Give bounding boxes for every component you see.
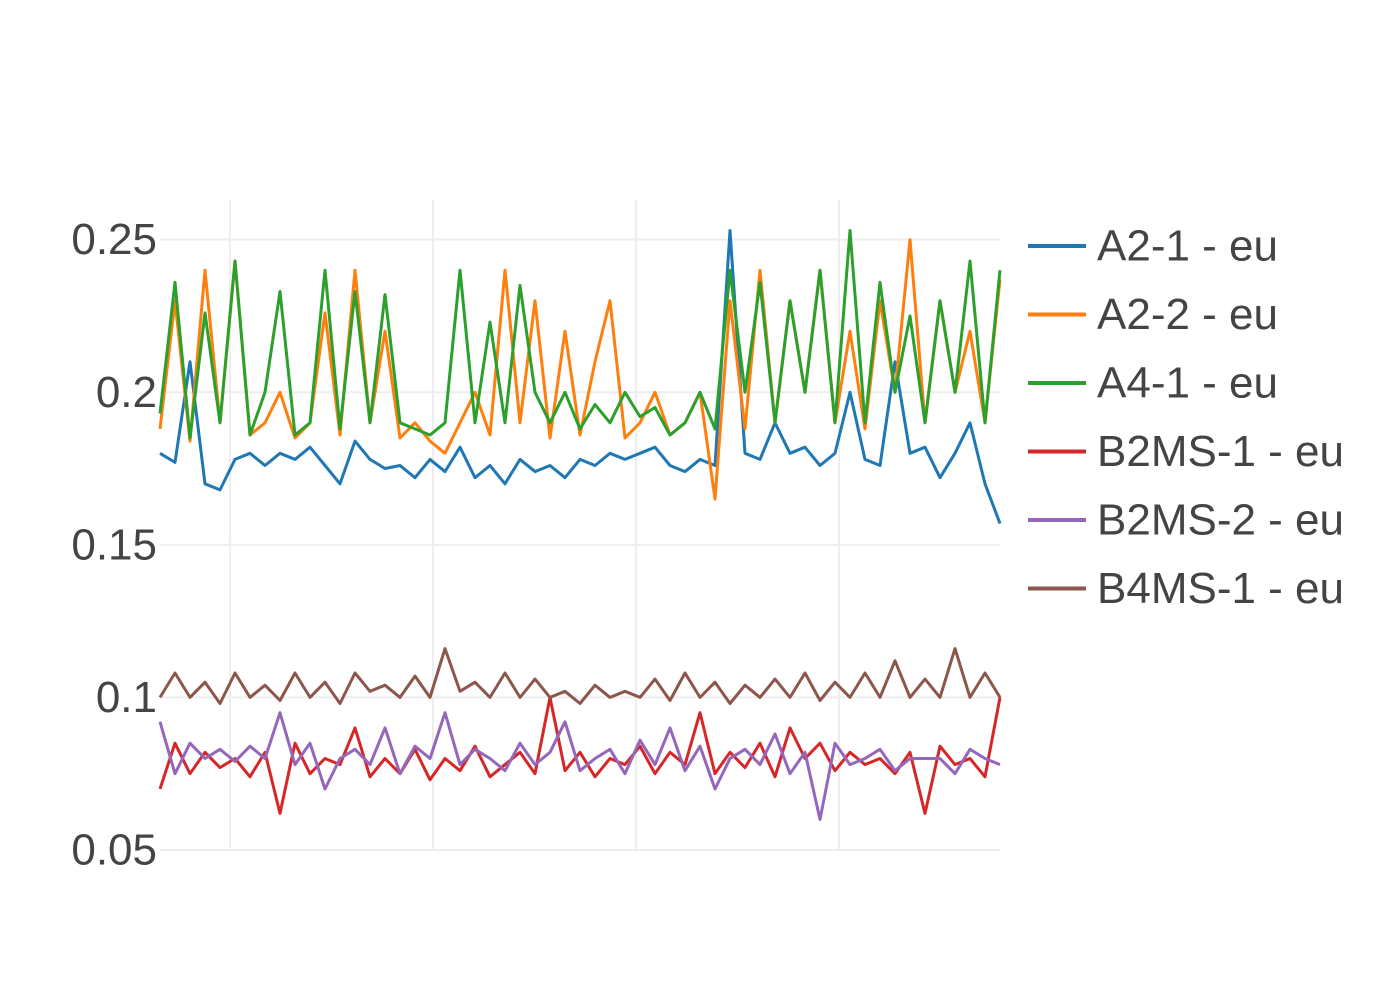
legend-item: B2MS-2 - eu — [1028, 496, 1344, 545]
legend-label: A2-2 - eu — [1097, 290, 1278, 339]
legend-label: B2MS-1 - eu — [1097, 427, 1344, 476]
plot-area — [158, 229, 1002, 821]
legend-label: A4-1 - eu — [1097, 359, 1278, 408]
series-line-1 — [158, 238, 1002, 501]
gridlines — [160, 200, 1000, 851]
legend-item: A2-2 - eu — [1028, 290, 1278, 339]
y-tick-label: 0.2 — [96, 368, 157, 417]
legend-item: B4MS-1 - eu — [1028, 564, 1344, 613]
legend-label: B2MS-2 - eu — [1097, 496, 1344, 545]
legend-item: A2-1 - eu — [1028, 222, 1278, 271]
y-tick-label: 0.05 — [71, 826, 157, 875]
series-line-5 — [158, 647, 1002, 705]
y-tick-label: 0.1 — [96, 673, 157, 722]
series-line-2 — [158, 229, 1002, 440]
series-line-0 — [159, 229, 1002, 525]
legend: A2-1 - eu A2-2 - eu A4-1 - eu B2MS-1 - eu B2… — [1028, 222, 1344, 613]
legend-label: B4MS-1 - eu — [1097, 564, 1344, 613]
series-line-4 — [158, 711, 1001, 821]
legend-item: A4-1 - eu — [1028, 359, 1278, 408]
legend-item: B2MS-1 - eu — [1028, 427, 1344, 476]
legend-label: A2-1 - eu — [1097, 222, 1278, 271]
y-tick-label: 0.25 — [71, 215, 157, 264]
y-axis-tick-labels: 0.05 0.1 0.15 0.2 0.25 — [71, 215, 157, 874]
y-tick-label: 0.15 — [71, 520, 157, 569]
